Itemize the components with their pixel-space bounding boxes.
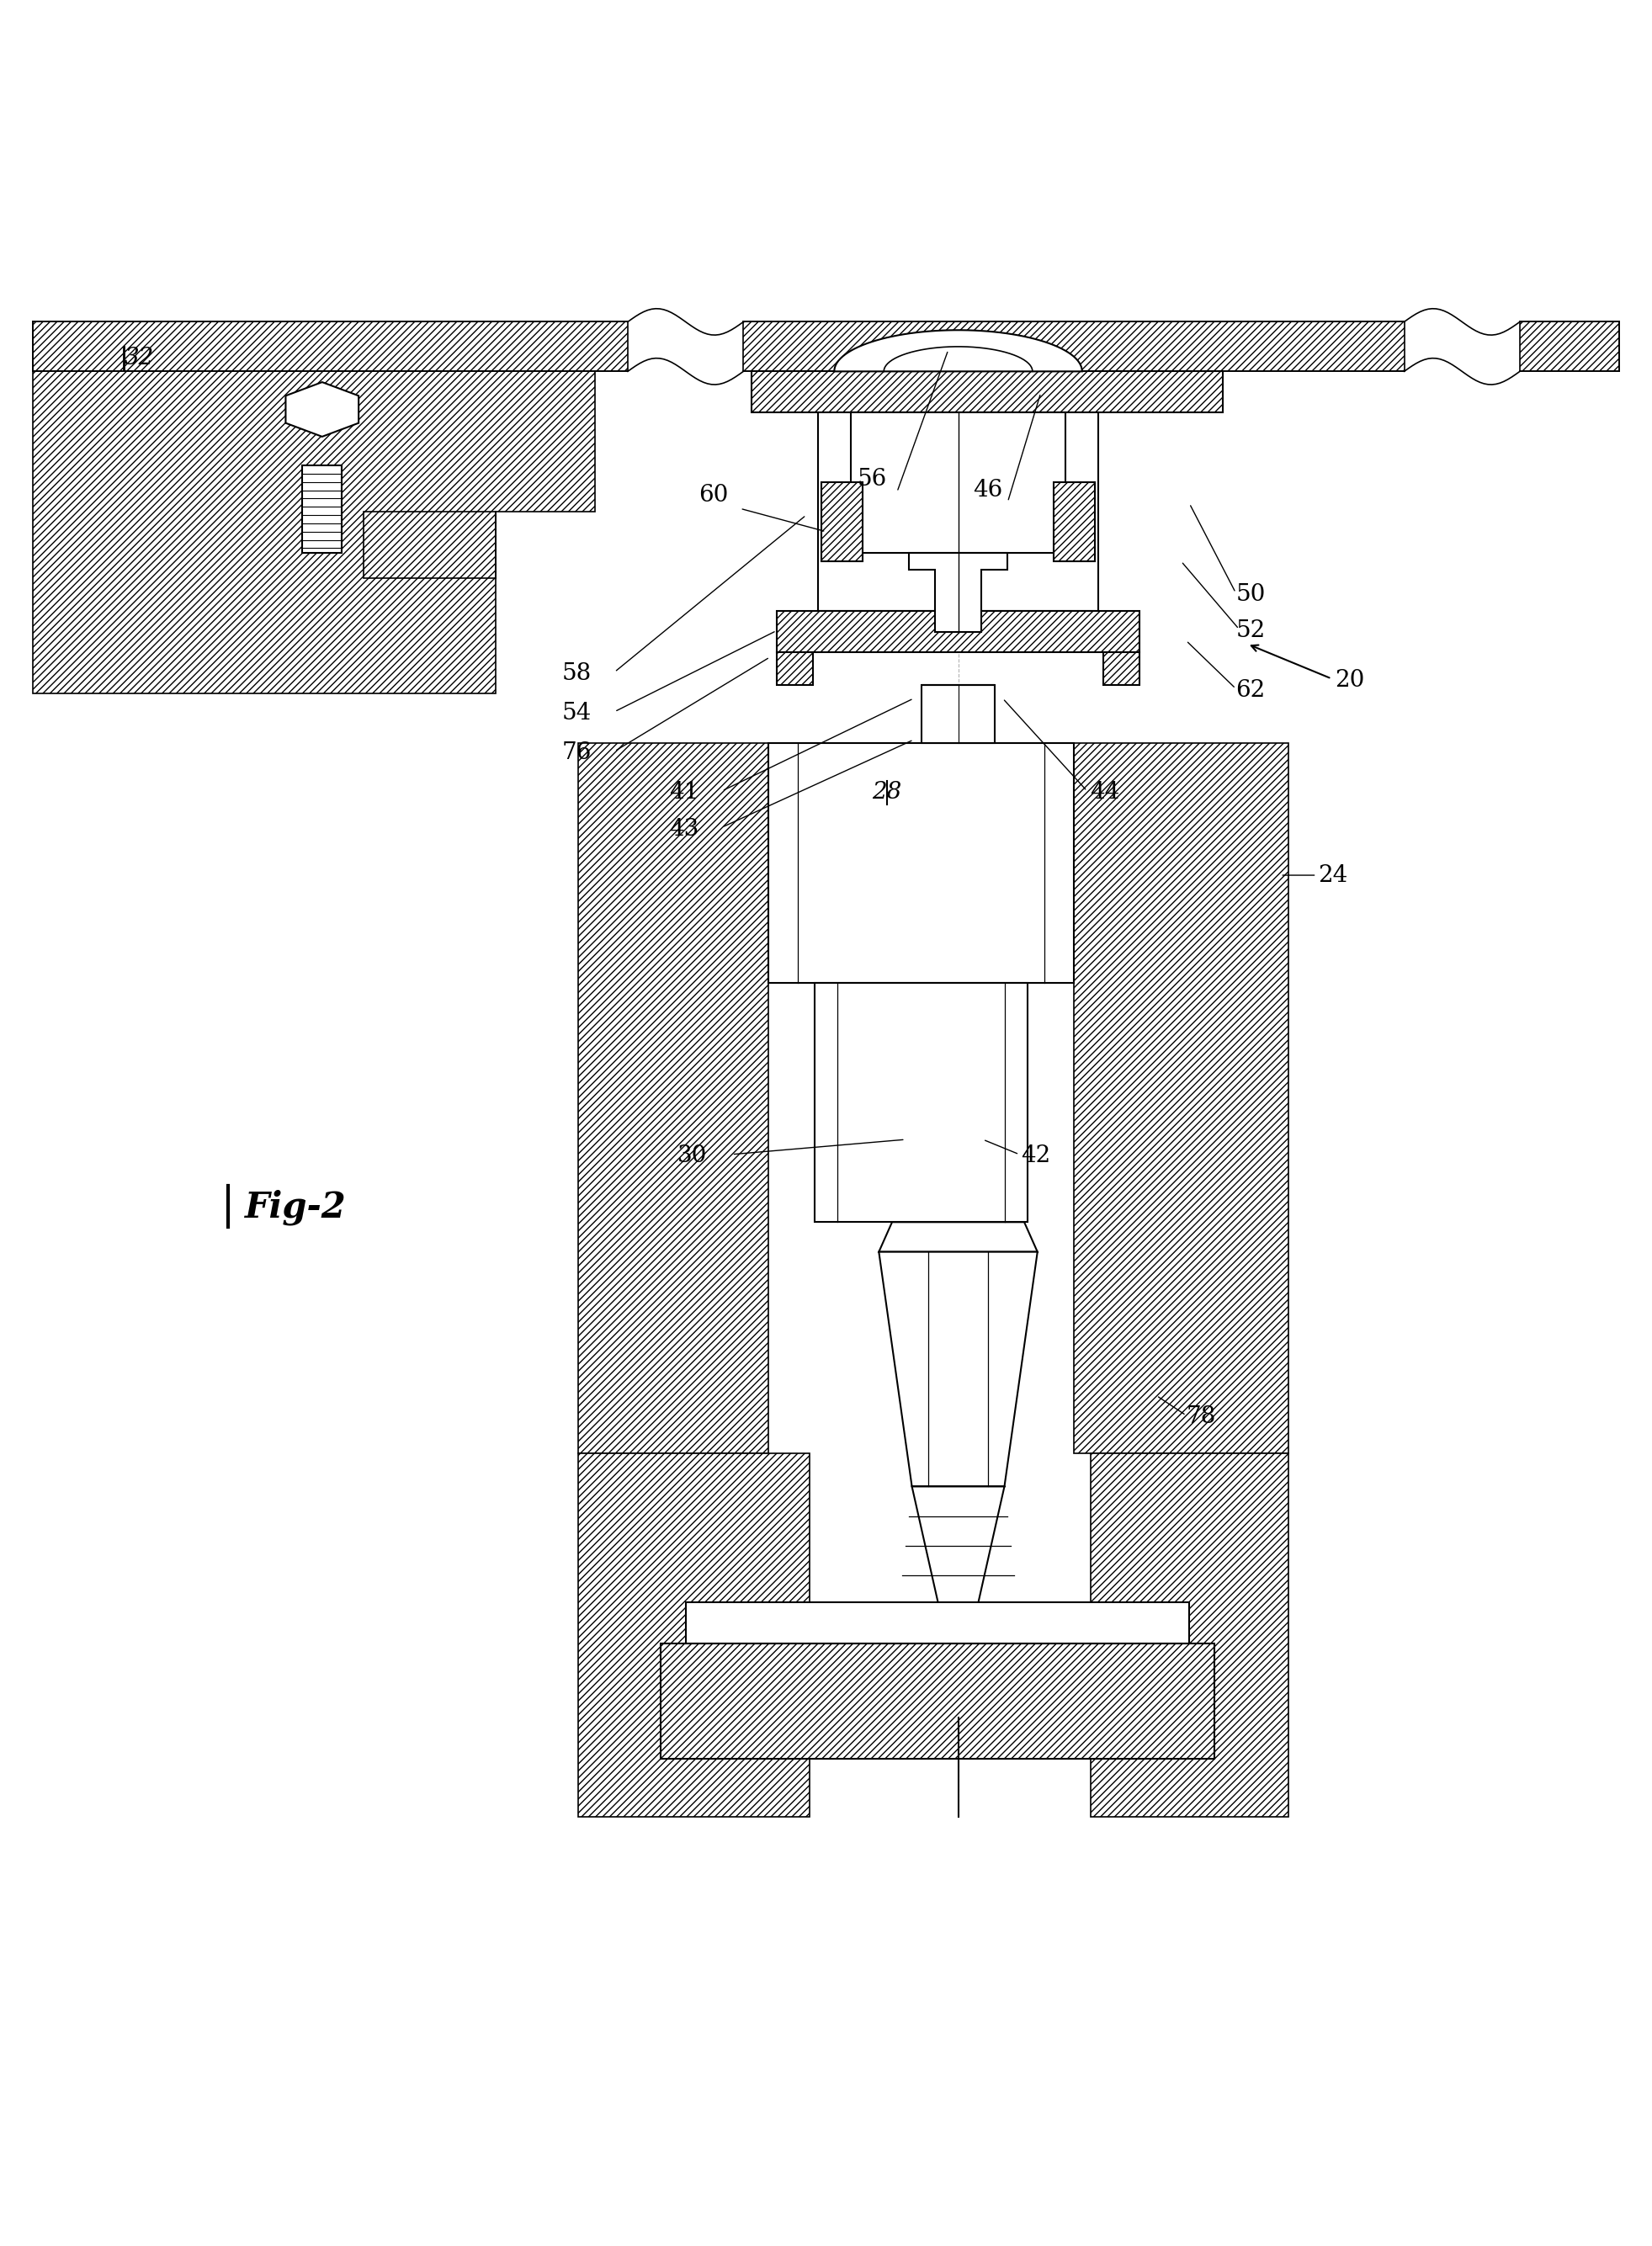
Polygon shape <box>286 382 358 436</box>
Text: 54: 54 <box>562 703 591 725</box>
Polygon shape <box>661 1644 1214 1759</box>
Polygon shape <box>1074 743 1289 1453</box>
Polygon shape <box>909 553 1008 633</box>
Polygon shape <box>879 1222 1037 1251</box>
Polygon shape <box>776 611 1140 651</box>
Polygon shape <box>879 1251 1037 1487</box>
Bar <box>1054 483 1095 562</box>
Text: 60: 60 <box>699 485 729 508</box>
Polygon shape <box>302 465 342 553</box>
Polygon shape <box>686 1601 1189 1644</box>
Polygon shape <box>942 1619 975 1718</box>
Bar <box>1520 321 1619 371</box>
Text: 52: 52 <box>1236 620 1265 642</box>
Bar <box>33 321 628 371</box>
Polygon shape <box>752 371 1222 413</box>
Text: 56: 56 <box>857 467 887 490</box>
Polygon shape <box>834 330 1082 371</box>
Text: 30: 30 <box>677 1145 707 1168</box>
Text: 46: 46 <box>973 478 1003 501</box>
Polygon shape <box>578 743 768 1453</box>
Polygon shape <box>818 413 1099 611</box>
Text: 62: 62 <box>1236 678 1265 701</box>
Polygon shape <box>851 413 1066 553</box>
Text: 44: 44 <box>1090 782 1120 804</box>
Text: Fig-2: Fig-2 <box>244 1190 347 1224</box>
Text: 42: 42 <box>1021 1145 1051 1168</box>
Text: 50: 50 <box>1236 584 1265 606</box>
Text: 28: 28 <box>872 782 902 804</box>
Text: 58: 58 <box>562 663 591 685</box>
Polygon shape <box>814 982 1028 1222</box>
Text: 43: 43 <box>669 818 699 840</box>
Polygon shape <box>768 743 1074 982</box>
Polygon shape <box>1104 651 1140 685</box>
Polygon shape <box>1090 1453 1289 1817</box>
Text: 32: 32 <box>124 346 154 371</box>
Polygon shape <box>922 685 995 743</box>
Polygon shape <box>578 1453 809 1817</box>
Polygon shape <box>776 651 813 685</box>
Polygon shape <box>912 1487 1004 1619</box>
Text: 76: 76 <box>562 741 591 764</box>
Text: 24: 24 <box>1318 865 1348 887</box>
Text: 78: 78 <box>1186 1406 1216 1428</box>
Bar <box>821 483 862 562</box>
Text: 41: 41 <box>669 782 699 804</box>
Bar <box>743 321 1404 371</box>
Text: 20: 20 <box>1335 669 1365 692</box>
Polygon shape <box>33 371 595 694</box>
